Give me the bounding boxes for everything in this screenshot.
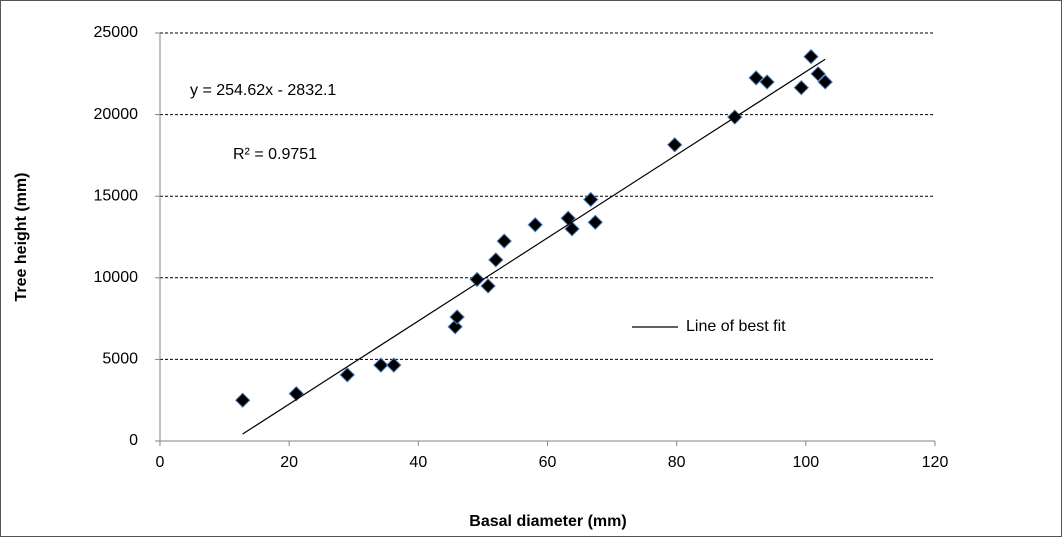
point — [339, 367, 355, 383]
point — [449, 309, 465, 325]
point — [527, 217, 543, 233]
point — [488, 252, 504, 268]
point — [667, 137, 683, 153]
point — [803, 48, 819, 65]
point — [373, 357, 389, 373]
point — [587, 214, 603, 231]
point — [817, 74, 833, 90]
point — [288, 385, 304, 402]
x-tick-label: 20 — [280, 454, 298, 471]
point — [234, 392, 251, 408]
point — [564, 221, 580, 237]
y-tick-label: 25000 — [94, 24, 139, 41]
x-tick-label: 80 — [668, 454, 686, 471]
trend-line — [242, 58, 826, 435]
y-tick-label: 15000 — [94, 187, 139, 204]
annotation: y = 254.62x - 2832.1 — [190, 82, 336, 99]
x-tick-label: 120 — [922, 454, 949, 471]
x-tick-label: 60 — [539, 454, 557, 471]
y-axis-title: Tree height (mm) — [13, 173, 30, 302]
x-axis-title: Basal diameter (mm) — [469, 513, 626, 530]
point — [759, 74, 775, 90]
x-tick-label: 0 — [156, 454, 165, 471]
x-tick-label: 100 — [792, 454, 819, 471]
point — [447, 319, 463, 335]
point — [748, 70, 764, 86]
y-tick-label: 10000 — [94, 269, 139, 286]
y-tick-label: 20000 — [94, 106, 139, 123]
point — [469, 271, 485, 288]
x-tick-label: 40 — [409, 454, 427, 471]
point — [480, 278, 496, 294]
annotation: R² = 0.9751 — [233, 146, 317, 163]
point — [496, 233, 512, 249]
point — [583, 191, 599, 208]
y-tick-label: 0 — [129, 432, 138, 449]
point — [810, 66, 826, 82]
point — [386, 357, 402, 373]
point — [793, 79, 810, 96]
y-tick-label: 5000 — [102, 351, 138, 368]
legend-label: Line of best fit — [686, 318, 786, 335]
